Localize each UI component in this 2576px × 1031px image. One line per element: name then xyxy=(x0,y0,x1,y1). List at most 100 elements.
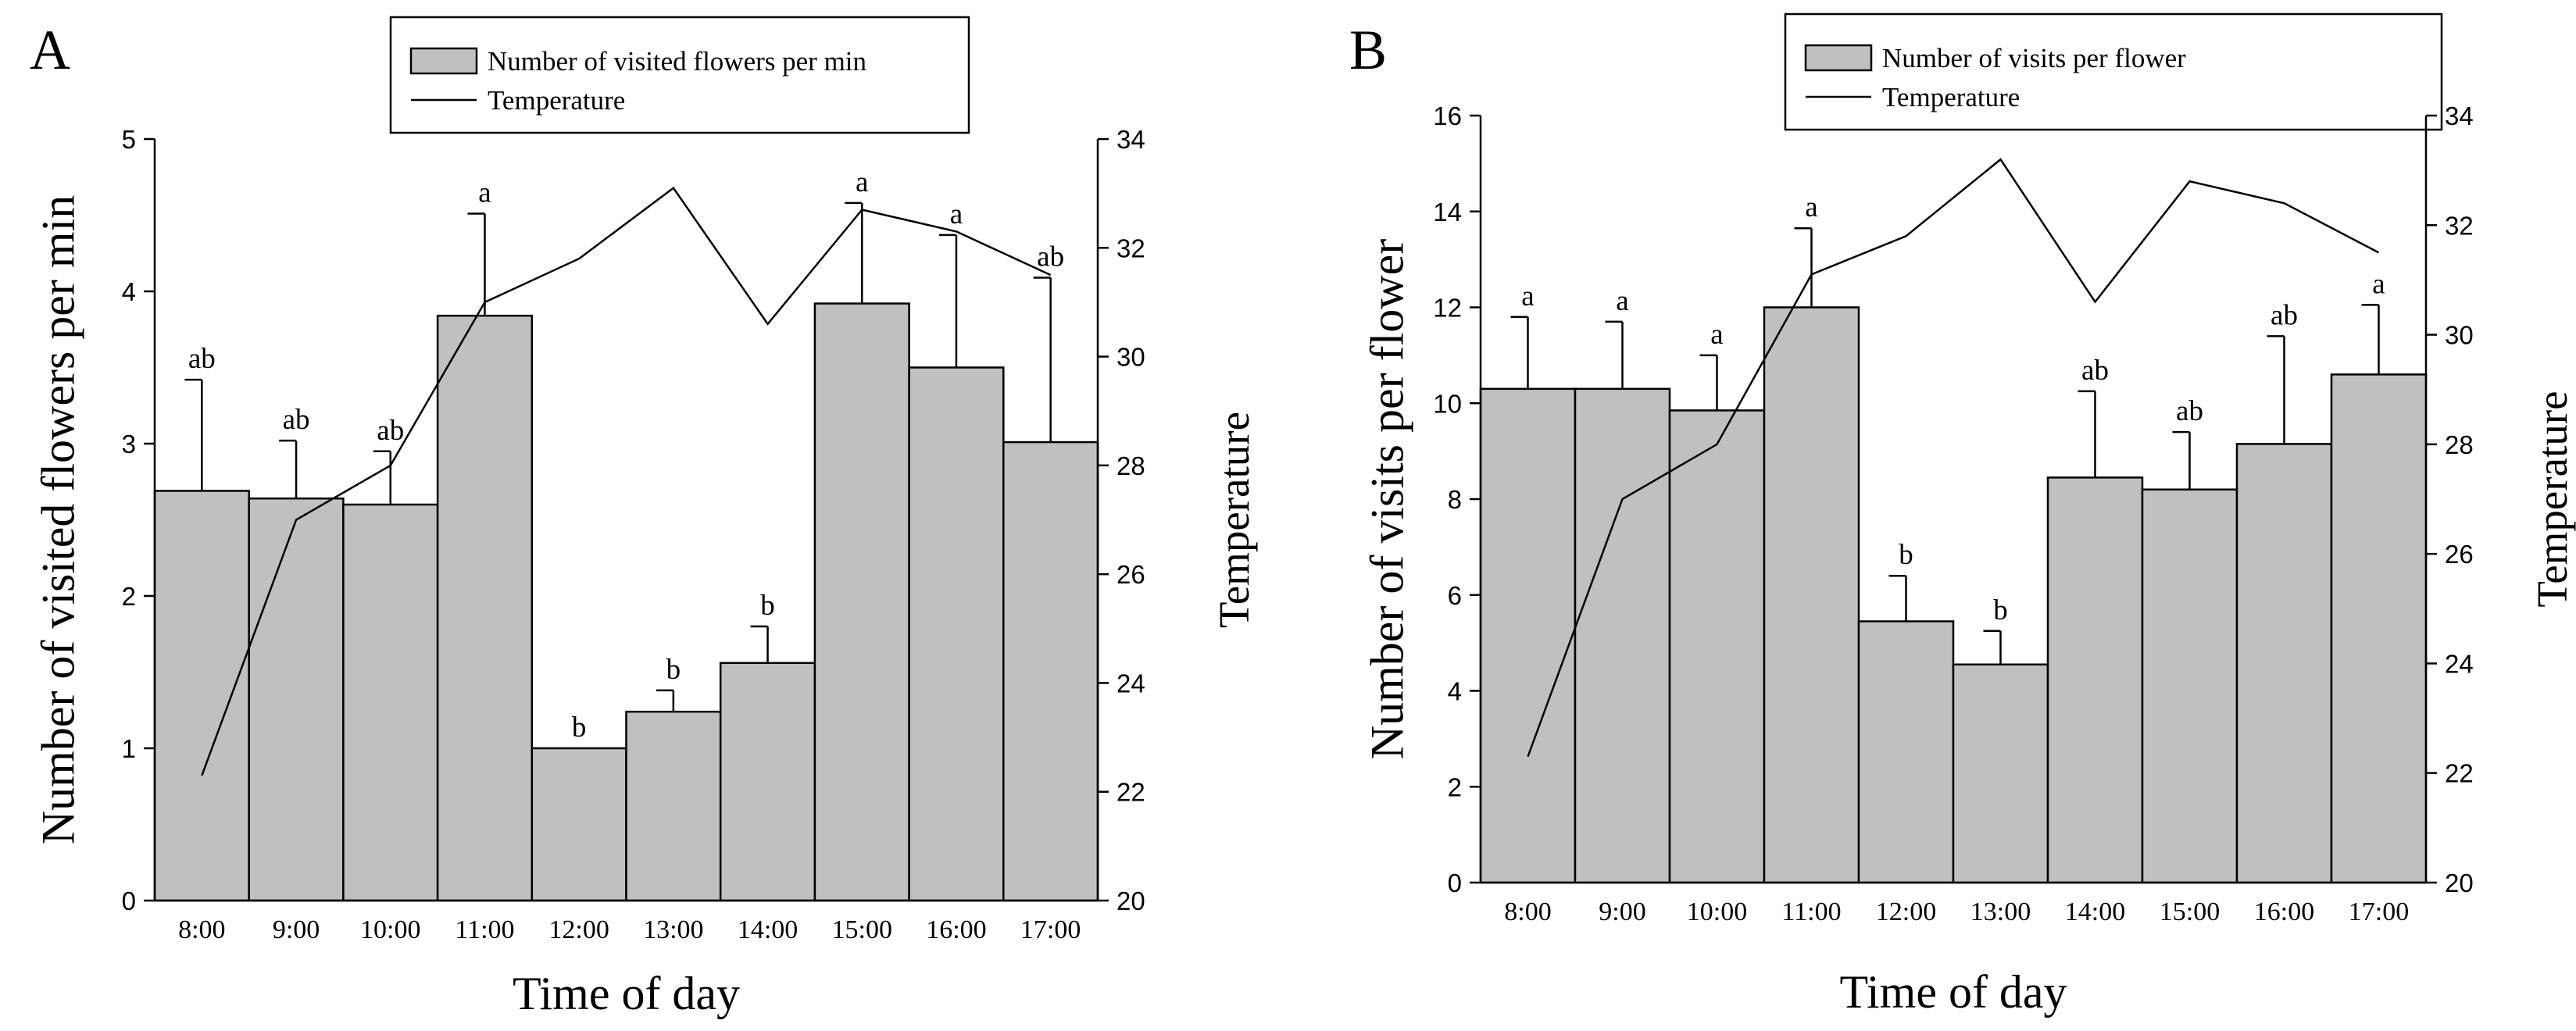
y-tick-label: 2 xyxy=(122,582,136,611)
significance-label: ab xyxy=(188,343,216,375)
y2-axis-title: Temperature xyxy=(2528,391,2576,607)
y2-tick-label: 20 xyxy=(2445,869,2474,897)
significance-label: ab xyxy=(2271,299,2298,331)
y-tick-label: 0 xyxy=(122,887,136,915)
bar-1600 xyxy=(908,366,1005,902)
bar-1500 xyxy=(813,302,910,902)
y2-tick-label: 30 xyxy=(1117,343,1145,372)
significance-label: b xyxy=(1899,539,1913,571)
y-tick-label: 8 xyxy=(1448,485,1462,514)
significance-label: b xyxy=(572,712,587,744)
y2-tick-label: 32 xyxy=(2445,211,2474,240)
bar-800 xyxy=(153,490,250,902)
y2-tick-label: 24 xyxy=(1117,669,1145,697)
y-axis-title: Number of visits per flower xyxy=(1361,239,1413,760)
y2-tick-label: 24 xyxy=(2445,649,2474,678)
y2-tick-label: 32 xyxy=(1117,234,1145,262)
significance-label: a xyxy=(1805,191,1817,223)
bar-1700 xyxy=(1002,441,1099,902)
panel-letter: B xyxy=(1349,19,1387,81)
bar-1400 xyxy=(2046,476,2144,884)
y-tick-label: 3 xyxy=(122,430,136,458)
y-tick-label: 14 xyxy=(1433,198,1462,227)
panel-letter: A xyxy=(30,19,70,81)
significance-label: ab xyxy=(1037,241,1064,273)
bar-1400 xyxy=(719,662,816,902)
legend-label-temperature: Temperature xyxy=(488,85,625,116)
significance-label: a xyxy=(950,198,963,230)
y-tick-label: 10 xyxy=(1433,389,1462,418)
legend-swatch-bar xyxy=(1804,44,1873,72)
y-tick-label: 12 xyxy=(1433,294,1462,323)
legend-box xyxy=(1784,12,2443,131)
legend-label-bars: Number of visited flowers per min xyxy=(488,46,866,77)
legend-box xyxy=(389,16,970,134)
temperature-line xyxy=(201,186,1052,776)
y2-tick-label: 26 xyxy=(2445,540,2474,569)
y2-tick-label: 26 xyxy=(1117,560,1145,589)
y2-tick-label: 22 xyxy=(1117,778,1145,807)
y2-tick-label: 22 xyxy=(2445,759,2474,788)
x-tick-label: 16:00 xyxy=(2254,897,2314,926)
significance-label: ab xyxy=(377,415,404,447)
bar-800 xyxy=(1479,387,1577,884)
bar-1300 xyxy=(625,710,722,902)
temperature-line xyxy=(1527,158,2380,758)
x-tick-label: 8:00 xyxy=(178,915,225,944)
x-tick-label: 11:00 xyxy=(455,915,514,944)
bar-1200 xyxy=(1857,620,1955,884)
y-axis-title: Number of visited flowers per min xyxy=(32,195,84,844)
significance-label: ab xyxy=(283,404,310,436)
x-tick-label: 13:00 xyxy=(643,915,703,944)
panel-b: B Number of visits per flower Temperature a… xyxy=(1349,12,2576,1018)
panel-a: A Number of visited flowers per min Temper… xyxy=(30,16,1258,1019)
bar-1700 xyxy=(2330,373,2428,884)
y2-tick-label: 30 xyxy=(2445,321,2474,350)
bar-1000 xyxy=(342,503,439,902)
significance-label: b xyxy=(666,654,681,686)
x-tick-label: 11:00 xyxy=(1781,897,1841,926)
bar-1000 xyxy=(1668,409,1766,884)
significance-label: a xyxy=(856,166,868,198)
bar-1500 xyxy=(2141,488,2238,884)
x-tick-label: 16:00 xyxy=(926,915,986,944)
legend-swatch-bar xyxy=(409,47,478,75)
x-tick-label: 12:00 xyxy=(548,915,609,944)
bar-900 xyxy=(1574,387,1671,884)
y2-tick-label: 34 xyxy=(2445,102,2474,130)
x-tick-label: 10:00 xyxy=(1687,897,1747,926)
significance-label: a xyxy=(478,177,491,209)
x-tick-label: 14:00 xyxy=(738,915,798,944)
y-tick-label: 4 xyxy=(122,277,136,306)
y-tick-label: 16 xyxy=(1433,102,1462,130)
x-tick-label: 12:00 xyxy=(1876,897,1936,926)
significance-label: ab xyxy=(2081,355,2109,387)
significance-label: a xyxy=(2372,268,2385,300)
x-tick-label: 17:00 xyxy=(1020,915,1081,944)
x-tick-label: 15:00 xyxy=(832,915,892,944)
y2-tick-label: 20 xyxy=(1117,887,1145,915)
x-tick-label: 15:00 xyxy=(2160,897,2220,926)
bar-1100 xyxy=(436,314,534,902)
x-tick-label: 8:00 xyxy=(1504,897,1551,926)
bar-900 xyxy=(248,497,345,902)
y-tick-label: 1 xyxy=(122,734,136,763)
x-tick-label: 9:00 xyxy=(1599,897,1645,926)
bar-1200 xyxy=(531,747,627,902)
y2-tick-label: 28 xyxy=(2445,430,2474,459)
x-axis-title: Time of day xyxy=(513,968,740,1019)
x-tick-label: 17:00 xyxy=(2349,897,2409,926)
y-tick-label: 5 xyxy=(122,125,136,154)
significance-label: ab xyxy=(2176,395,2203,427)
legend-label-bars: Number of visits per flower xyxy=(1882,43,2186,73)
significance-label: b xyxy=(1993,594,2008,626)
significance-label: a xyxy=(1616,285,1628,317)
y-tick-label: 6 xyxy=(1448,581,1462,610)
y2-axis-title: Temperature xyxy=(1210,412,1258,628)
x-tick-label: 13:00 xyxy=(1970,897,2031,926)
bar-1600 xyxy=(2235,443,2333,884)
x-tick-label: 9:00 xyxy=(273,915,320,944)
x-tick-label: 10:00 xyxy=(360,915,420,944)
y-tick-label: 0 xyxy=(1448,869,1462,897)
